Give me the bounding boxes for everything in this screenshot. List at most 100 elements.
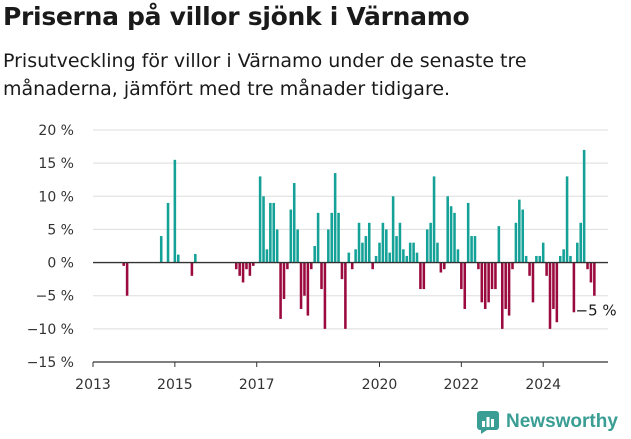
bar — [374, 255, 378, 263]
bar — [303, 262, 306, 296]
bar — [514, 222, 518, 263]
bar — [429, 222, 432, 263]
bar — [463, 262, 467, 309]
bar — [586, 262, 589, 270]
bar — [378, 242, 381, 263]
bar — [354, 249, 357, 263]
bar — [439, 262, 443, 273]
brand-name: Newsworthy — [506, 411, 618, 432]
bar — [289, 209, 293, 263]
bar — [477, 262, 480, 270]
bar — [361, 242, 364, 263]
bar — [275, 229, 279, 263]
bar — [562, 249, 565, 263]
x-tick-label: 2020 — [362, 377, 398, 393]
bar — [269, 202, 272, 263]
bar — [176, 254, 180, 263]
chart-title: Priserna på villor sjönk i Värnamo — [3, 2, 470, 31]
bar — [422, 262, 426, 290]
bar — [310, 262, 313, 270]
bar — [402, 249, 405, 263]
bar — [538, 255, 542, 263]
bar — [398, 222, 402, 263]
bar — [415, 252, 419, 263]
bar — [555, 262, 559, 323]
bar — [453, 212, 456, 263]
bar — [425, 229, 429, 263]
bar — [323, 262, 327, 329]
bar — [545, 262, 548, 276]
y-tick-label: −15 % — [27, 355, 74, 371]
bar — [500, 262, 504, 329]
brand: Newsworthy — [476, 408, 618, 436]
bar — [286, 262, 289, 270]
y-tick-label: 5 % — [47, 222, 74, 238]
bar — [344, 262, 347, 329]
bar — [579, 222, 582, 263]
bar — [473, 236, 477, 263]
bar — [194, 253, 197, 263]
bar — [494, 262, 497, 290]
bar — [524, 255, 528, 263]
bar — [173, 159, 177, 263]
bar — [436, 242, 439, 263]
x-tick-label: 2017 — [239, 377, 275, 393]
bar — [385, 229, 388, 263]
bar — [466, 202, 470, 263]
y-tick-label: 0 % — [47, 256, 74, 272]
bar — [446, 196, 449, 263]
bar — [572, 262, 576, 313]
bar — [593, 262, 596, 296]
y-tick-label: −10 % — [27, 322, 74, 338]
bar — [582, 149, 586, 263]
bar — [576, 242, 579, 263]
bar — [521, 209, 525, 263]
bar — [391, 196, 395, 263]
last-value-annotation: −5 % — [576, 302, 617, 320]
bar — [166, 202, 170, 263]
bar — [299, 262, 303, 309]
bar — [388, 252, 391, 263]
bar — [122, 262, 125, 266]
bar — [443, 262, 446, 270]
bar — [381, 222, 385, 263]
bar — [350, 262, 354, 270]
bar — [190, 262, 194, 276]
y-tick-label: 15 % — [38, 156, 74, 172]
bar — [511, 262, 514, 270]
bar — [272, 202, 276, 263]
y-tick-label: 20 % — [38, 123, 74, 139]
bar — [279, 262, 282, 319]
chart-subtitle: Prisutveckling för villor i Värnamo unde… — [3, 50, 527, 100]
bar — [497, 226, 501, 263]
bar — [320, 262, 323, 290]
bar — [528, 262, 531, 276]
bar — [330, 212, 334, 263]
x-axis — [92, 261, 608, 367]
bar — [558, 255, 562, 263]
bar — [490, 262, 494, 290]
bar — [265, 249, 269, 263]
bar — [565, 176, 569, 263]
bar — [470, 236, 473, 263]
bar — [258, 176, 262, 263]
bar — [306, 262, 310, 316]
bar — [245, 262, 248, 270]
bar — [337, 212, 340, 263]
bar — [282, 262, 286, 300]
bar — [238, 262, 241, 276]
y-tick-label: −5 % — [36, 289, 74, 305]
bar — [487, 262, 490, 303]
x-tick-label: 2024 — [525, 377, 561, 393]
newsworthy-logo-icon — [477, 411, 499, 434]
grid-lines — [93, 129, 608, 363]
x-tick-label: 2013 — [75, 377, 111, 393]
x-tick-label: 2015 — [157, 377, 193, 393]
bar — [262, 196, 265, 263]
y-axis-labels: 20 % 15 % 10 % 5 % 0 % −5 % −10 % −15 % — [27, 123, 74, 371]
bar — [364, 236, 368, 263]
bar — [432, 176, 436, 263]
bar — [449, 206, 453, 263]
x-tick-label: 2022 — [444, 377, 480, 393]
